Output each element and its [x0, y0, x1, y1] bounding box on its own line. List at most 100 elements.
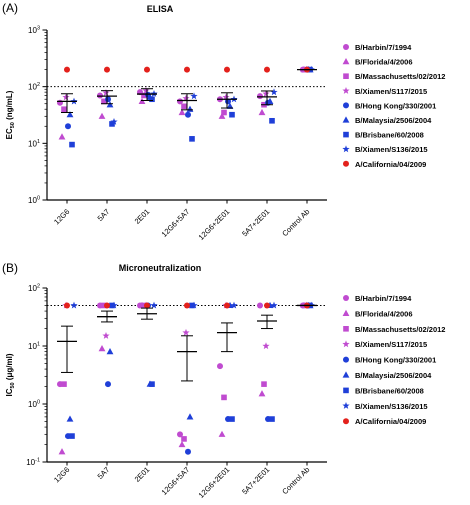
y-tick-base: 10 — [28, 284, 37, 293]
legend-marker — [342, 145, 350, 153]
data-point — [149, 96, 155, 103]
y-tick-exponent: -1 — [35, 458, 40, 464]
legend-marker — [343, 73, 349, 79]
data-point — [141, 92, 147, 99]
x-tick-label: 5A7+2E01 — [240, 465, 271, 496]
data-point — [258, 108, 266, 116]
data-point — [217, 363, 223, 370]
data-point — [98, 345, 106, 352]
y-tick-exponent: 3 — [37, 26, 40, 32]
data-point — [190, 92, 198, 100]
panel-label: (B) — [2, 261, 18, 275]
data-point — [70, 301, 78, 309]
data-point — [58, 133, 66, 140]
y-tick-base: 10 — [28, 26, 37, 35]
data-point — [65, 123, 71, 130]
data-point — [144, 302, 150, 309]
y-tick-exponent: 1 — [37, 342, 40, 348]
legend-label: B/Florida/4/2006 — [355, 309, 413, 318]
data-point — [189, 136, 195, 142]
data-point — [178, 108, 186, 116]
y-tick-base: 10 — [26, 458, 35, 467]
legend-label: B/Brisbane/60/2008 — [355, 131, 424, 140]
data-point — [185, 111, 191, 118]
legend-label: B/Malaysia/2506/2004 — [355, 116, 432, 125]
legend: B/Harbin/7/1994 B/Florida/4/2006 B/Massach… — [342, 43, 445, 169]
data-point — [186, 105, 194, 112]
data-point — [150, 89, 158, 97]
x-tick-label: 12G6+5A7 — [160, 465, 192, 497]
legend-label: B/Massachusetts/02/2012 — [355, 325, 445, 334]
data-point — [57, 99, 63, 106]
legend-marker — [343, 418, 349, 425]
y-tick-label: 102 — [28, 284, 40, 294]
data-point — [264, 302, 270, 309]
x-tick-label: 2E01 — [133, 465, 152, 484]
legend-marker — [342, 340, 350, 348]
data-point — [229, 111, 235, 118]
data-point — [64, 66, 70, 73]
y-tick-exponent: 0 — [37, 400, 40, 406]
legend-marker — [342, 58, 350, 65]
y-tick-exponent: 2 — [37, 284, 40, 290]
x-tick-label: 5A7 — [96, 465, 112, 481]
panel-label: (A) — [2, 1, 18, 15]
y-tick-label: 100 — [28, 196, 40, 206]
x-tick-label: 5A7+2E01 — [240, 207, 271, 238]
x-tick-label: Control Ab — [280, 207, 311, 238]
data-point — [106, 101, 114, 108]
data-point — [61, 106, 67, 113]
legend-label: B/Malaysia/2506/2004 — [355, 371, 432, 380]
data-point — [270, 88, 278, 96]
data-point — [98, 112, 106, 119]
data-point — [261, 381, 267, 387]
data-point — [97, 92, 103, 99]
data-point — [264, 66, 270, 73]
data-point — [182, 94, 190, 102]
legend-label: B/Brisbane/60/2008 — [355, 386, 424, 395]
data-point — [105, 381, 111, 388]
x-tick-label: 12G6 — [52, 465, 71, 484]
data-point — [104, 302, 110, 309]
legend-marker — [342, 87, 350, 94]
data-point — [66, 111, 74, 118]
y-label-subscript: 50 — [10, 122, 16, 128]
legend-marker — [343, 160, 349, 167]
data-point — [62, 93, 70, 101]
y-tick-exponent: 1 — [37, 139, 40, 145]
legend-marker — [342, 309, 350, 316]
data-point — [144, 66, 150, 73]
x-tick-label: 12G6+5A7 — [160, 207, 192, 239]
y-tick-label: 103 — [28, 26, 40, 36]
data-point — [224, 66, 230, 73]
y-label-subscript: 50 — [10, 382, 16, 388]
data-point — [106, 348, 114, 355]
legend-label: B/Harbin/7/1994 — [355, 294, 412, 303]
x-tick-label: Control Ab — [280, 465, 311, 496]
y-tick-label: 10-1 — [26, 458, 40, 468]
data-point — [269, 416, 275, 422]
y-tick-base: 10 — [28, 400, 37, 409]
data-point — [182, 328, 190, 336]
y-tick-exponent: 2 — [37, 82, 40, 88]
data-point — [102, 331, 110, 339]
y-tick-base: 10 — [28, 139, 37, 148]
data-point — [184, 66, 190, 73]
y-tick-base: 10 — [28, 83, 37, 92]
data-point — [185, 448, 191, 455]
data-point — [66, 415, 74, 422]
data-point — [178, 440, 186, 448]
data-point — [110, 117, 118, 125]
data-point — [184, 302, 190, 309]
data-point — [269, 117, 275, 124]
legend-marker — [343, 356, 349, 363]
legend-label: B/Massachusetts/02/2012 — [355, 72, 445, 81]
legend-marker — [343, 102, 349, 109]
legend-marker — [342, 402, 350, 409]
legend-marker — [343, 326, 349, 332]
data-point — [229, 416, 235, 422]
data-point — [177, 98, 183, 105]
legend-label: A/California/04/2009 — [355, 417, 426, 426]
